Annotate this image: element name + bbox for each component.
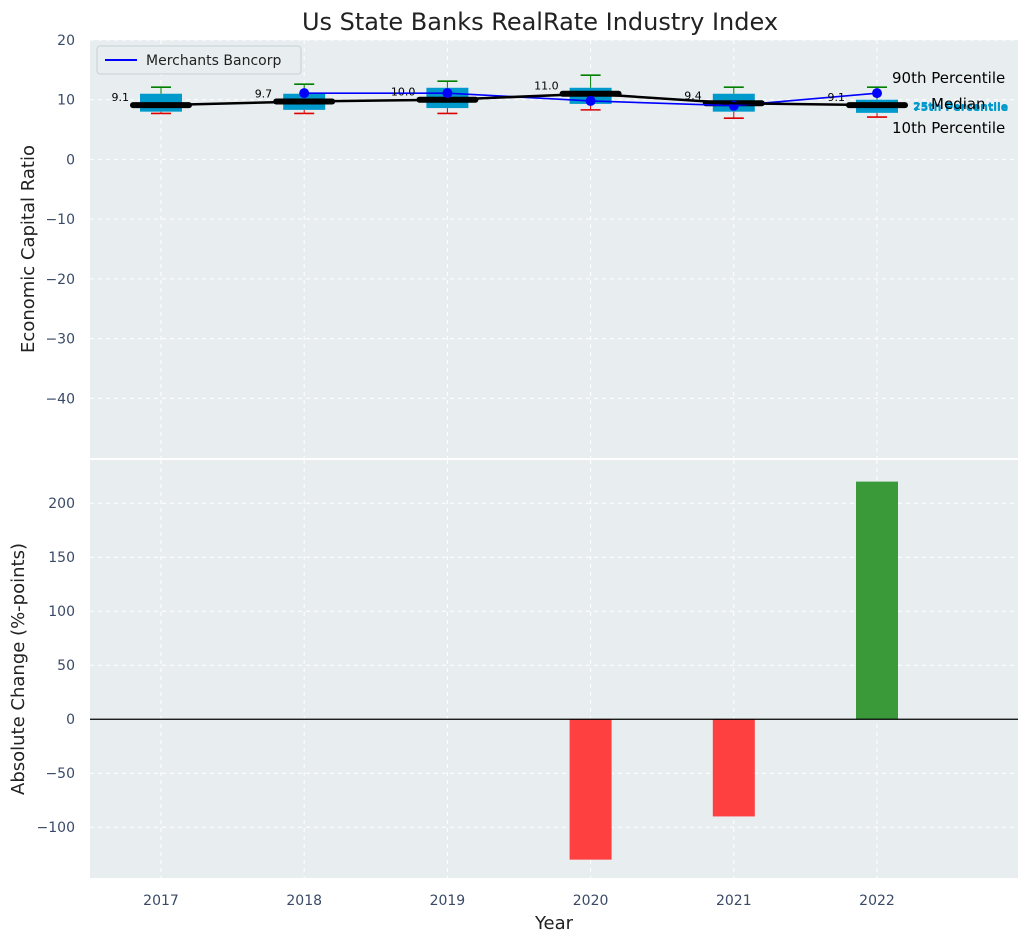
company-point bbox=[299, 88, 310, 99]
bottom-y-tick-label: −100 bbox=[37, 820, 75, 836]
x-tick-label: 2022 bbox=[859, 893, 895, 909]
x-tick-label: 2017 bbox=[143, 893, 179, 909]
x-ticks: 2017 2018 2019 2020 2021 2022 bbox=[143, 893, 895, 909]
bottom-y-tick-label: −50 bbox=[45, 766, 75, 782]
bottom-y-tick-label: 200 bbox=[48, 496, 75, 512]
top-y-tick-label: −20 bbox=[45, 272, 75, 288]
x-tick-label: 2018 bbox=[286, 893, 322, 909]
p10-annotation: 10th Percentile bbox=[892, 119, 1005, 137]
change-bar bbox=[569, 719, 612, 860]
company-point bbox=[872, 88, 882, 99]
median-value-label: 10.0 bbox=[391, 86, 416, 99]
percentile-annotations: 90th Percentile 75th Percentile 25th Per… bbox=[892, 69, 1008, 137]
top-y-ticks: 20 10 0 −10 −20 −30 −40 bbox=[45, 33, 75, 407]
p90-annotation: 90th Percentile bbox=[892, 69, 1005, 87]
median-value-label: 9.1 bbox=[112, 91, 130, 104]
median-annotation: Median bbox=[931, 95, 986, 113]
median-value-label: 9.7 bbox=[255, 88, 273, 101]
legend-label: Merchants Bancorp bbox=[146, 53, 281, 69]
company-point bbox=[585, 95, 596, 106]
bottom-y-axis-label: Absolute Change (%-points) bbox=[8, 543, 29, 795]
x-tick-label: 2020 bbox=[573, 893, 609, 909]
top-y-tick-label: −10 bbox=[45, 212, 75, 228]
median-value-label: 9.4 bbox=[684, 89, 702, 102]
top-y-tick-label: 0 bbox=[66, 152, 75, 168]
bottom-y-ticks: 200 150 100 50 0 −50 −100 bbox=[37, 496, 75, 836]
series-lines: 9.1 9.7 10.0 11.0 9.4 9.1 bbox=[112, 80, 882, 111]
bottom-y-tick-label: 50 bbox=[57, 658, 75, 674]
x-tick-label: 2019 bbox=[430, 893, 466, 909]
x-axis-label: Year bbox=[534, 913, 574, 934]
median-value-label: 11.0 bbox=[534, 80, 559, 93]
p25-annotation: 25th Percentile bbox=[913, 100, 1008, 113]
top-y-tick-label: 10 bbox=[57, 93, 75, 109]
top-y-tick-label: −40 bbox=[45, 391, 75, 407]
median-line bbox=[160, 92, 878, 107]
legend-box bbox=[96, 45, 302, 75]
p75-annotation: 75th Percentile bbox=[913, 101, 1008, 114]
top-grid bbox=[90, 39, 1018, 458]
bottom-y-tick-label: 150 bbox=[48, 550, 75, 566]
company-point bbox=[442, 88, 453, 99]
chart-title: Us State Banks RealRate Industry Index bbox=[302, 8, 778, 36]
bottom-y-tick-label: 100 bbox=[48, 604, 75, 620]
change-bars bbox=[569, 481, 898, 860]
top-y-tick-label: −30 bbox=[45, 332, 75, 348]
bottom-y-tick-label: 0 bbox=[66, 712, 75, 728]
x-tick-label: 2021 bbox=[716, 893, 752, 909]
median-value-label: 9.1 bbox=[828, 91, 846, 104]
top-y-tick-label: 20 bbox=[57, 33, 75, 49]
top-y-axis-label: Economic Capital Ratio bbox=[18, 145, 39, 353]
legend[interactable]: Merchants Bancorp bbox=[96, 45, 302, 75]
change-bar bbox=[712, 719, 755, 817]
change-bar bbox=[856, 481, 898, 720]
bottom-grid bbox=[90, 460, 1018, 878]
